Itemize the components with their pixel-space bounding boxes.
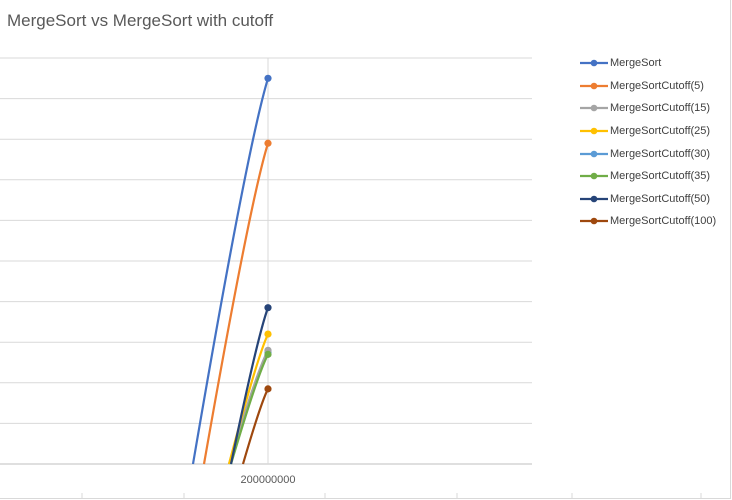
legend-label: MergeSort	[610, 57, 662, 70]
legend-label: MergeSortCutoff(5)	[610, 79, 704, 92]
legend-item: MergeSortCutoff(35)	[580, 165, 730, 188]
data-point-mergesortcutoff25	[264, 330, 272, 338]
legend-item: MergeSortCutoff(5)	[580, 75, 730, 98]
legend-swatch	[580, 127, 608, 135]
legend-swatch	[580, 172, 608, 180]
series-line-mergesortcutoff50	[229, 307, 270, 465]
legend-item: MergeSortCutoff(15)	[580, 97, 730, 120]
legend-swatch	[580, 150, 608, 157]
gridlines	[0, 57, 702, 499]
legend-item: MergeSort	[580, 52, 730, 75]
x-tick-label: 200000000	[240, 474, 295, 486]
legend-label: MergeSortCutoff(35)	[610, 170, 711, 183]
legend-item: MergeSortCutoff(30)	[580, 142, 730, 165]
legend: MergeSort MergeSortCutoff(5) MergeSortCuto…	[580, 52, 730, 233]
data-point-mergesortcutoff50	[264, 304, 272, 312]
legend-label: MergeSortCutoff(25)	[610, 125, 711, 138]
legend-label: MergeSortCutoff(15)	[610, 102, 711, 115]
series-line-mergesortcutoff35	[229, 353, 269, 465]
legend-item: MergeSortCutoff(50)	[580, 188, 730, 211]
legend-item: MergeSortCutoff(100)	[580, 210, 730, 233]
x-axis-ticks: 200000000	[240, 474, 295, 486]
data-point-mergesortcutoff100	[264, 385, 272, 393]
series-line-mergesort	[191, 77, 270, 465]
legend-swatch	[580, 105, 608, 112]
data-point-mergesortcutoff5	[264, 139, 272, 147]
data-point-mergesortcutoff35	[264, 350, 272, 358]
legend-label: MergeSortCutoff(100)	[610, 215, 717, 228]
legend-item: MergeSortCutoff(25)	[580, 120, 730, 143]
legend-label: MergeSortCutoff(50)	[610, 192, 711, 205]
legend-label: MergeSortCutoff(30)	[610, 147, 711, 160]
legend-swatch	[580, 59, 608, 67]
legend-swatch	[580, 218, 608, 225]
legend-swatch	[580, 82, 608, 90]
chart-title: MergeSort vs MergeSort with cutoff	[7, 11, 274, 30]
data-point-mergesort	[264, 74, 272, 82]
series-line-mergesortcutoff5	[202, 142, 270, 465]
series-lines	[191, 74, 272, 465]
legend-swatch	[580, 195, 608, 203]
